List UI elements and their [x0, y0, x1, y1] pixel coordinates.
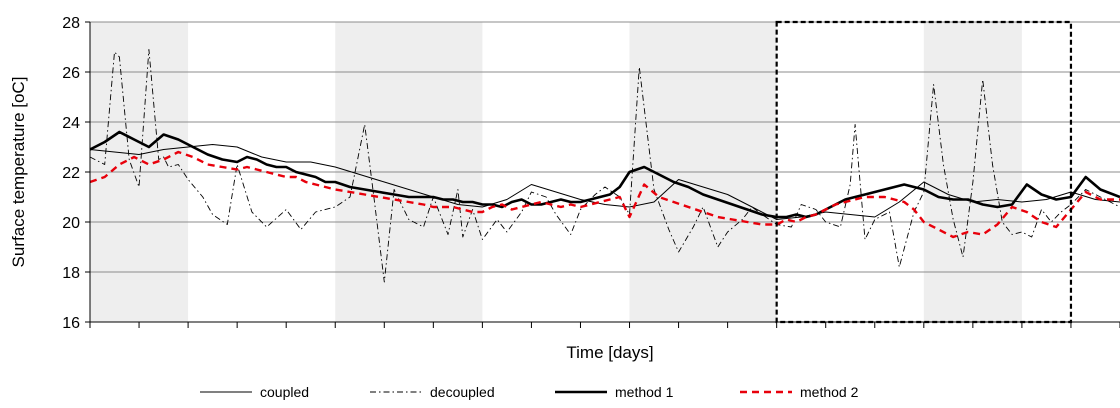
legend-label-coupled: coupled: [260, 384, 309, 400]
axes: [85, 21, 1120, 328]
y-tick-label-16: 16: [62, 315, 80, 332]
highlight-box-layer: [775, 20, 1073, 324]
y-tick-label-24: 24: [62, 115, 80, 132]
series-line-method-1: [89, 130, 1120, 219]
series-line-coupled: [89, 144, 1120, 220]
series-layer: [89, 49, 1120, 283]
y-tick-label-18: 18: [62, 265, 80, 282]
series-line-decoupled: [89, 49, 1120, 283]
legend-label-decoupled: decoupled: [430, 384, 495, 400]
y-axis-title: Surface temperature [oC]: [9, 77, 28, 268]
y-tick-label-26: 26: [62, 65, 80, 82]
legend-label-method-2: method 2: [800, 384, 859, 400]
legend-label-method-1: method 1: [615, 384, 674, 400]
y-tick-label-20: 20: [62, 215, 80, 232]
y-tick-label-22: 22: [62, 165, 80, 182]
y-tick-label-28: 28: [62, 15, 80, 32]
highlight-box: [775, 20, 1073, 324]
legend: coupled decoupled method 1 method 2: [200, 384, 859, 400]
series-line-method-2: [89, 150, 1120, 239]
x-axis-title: Time [days]: [566, 343, 653, 362]
y-tick-labels: 16 18 20 22 24 26 28: [62, 15, 80, 332]
